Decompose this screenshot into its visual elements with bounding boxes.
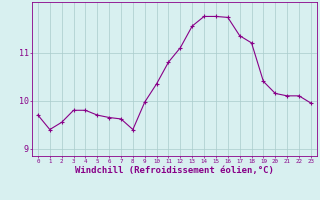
X-axis label: Windchill (Refroidissement éolien,°C): Windchill (Refroidissement éolien,°C) (75, 166, 274, 175)
